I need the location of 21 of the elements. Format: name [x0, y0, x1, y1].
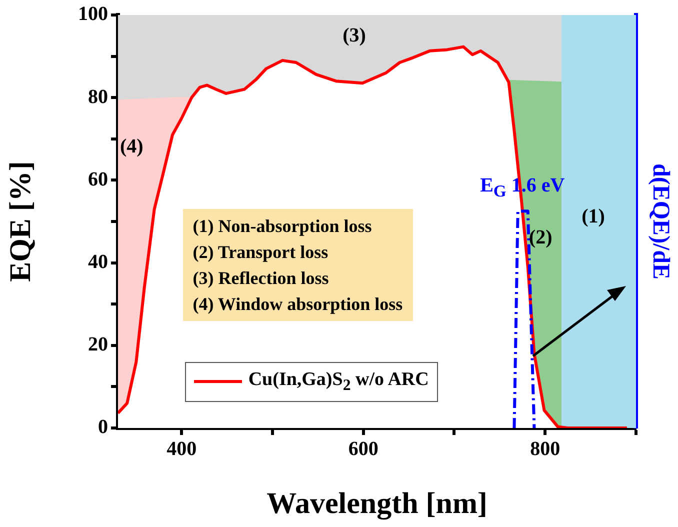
y-tick-label: 40	[88, 250, 108, 273]
annotation: (2)	[528, 226, 552, 250]
y-tick-label: 20	[88, 334, 108, 356]
annotation: (2) Transport loss	[192, 242, 328, 262]
legend-label: Cu(In,Ga)S$_{2}$ w/o ARC	[248, 368, 429, 395]
annotation: (4) Window absorption loss	[192, 294, 403, 314]
x-tick-label: 400	[166, 438, 197, 460]
annotation: (1) Non-absorption loss	[192, 216, 372, 236]
y-tick-label: 80	[88, 86, 108, 108]
y-tick-label: 60	[88, 168, 108, 190]
x-tick-label: 800	[530, 438, 560, 460]
y-tick-label: 0	[98, 416, 108, 438]
annotation: (3)	[342, 24, 366, 48]
annotation: (4)	[120, 136, 144, 159]
y2-axis-title: d(EQE)/dE	[647, 163, 674, 280]
x-tick-label: 600	[348, 438, 378, 460]
annotation: (3) Reflection loss	[192, 268, 329, 288]
x-axis-title: Wavelength [nm]	[266, 486, 488, 520]
annotation: (1)	[582, 206, 605, 229]
y-tick-label: 100	[78, 3, 108, 26]
y-axis-title: EQE [%]	[4, 161, 37, 282]
